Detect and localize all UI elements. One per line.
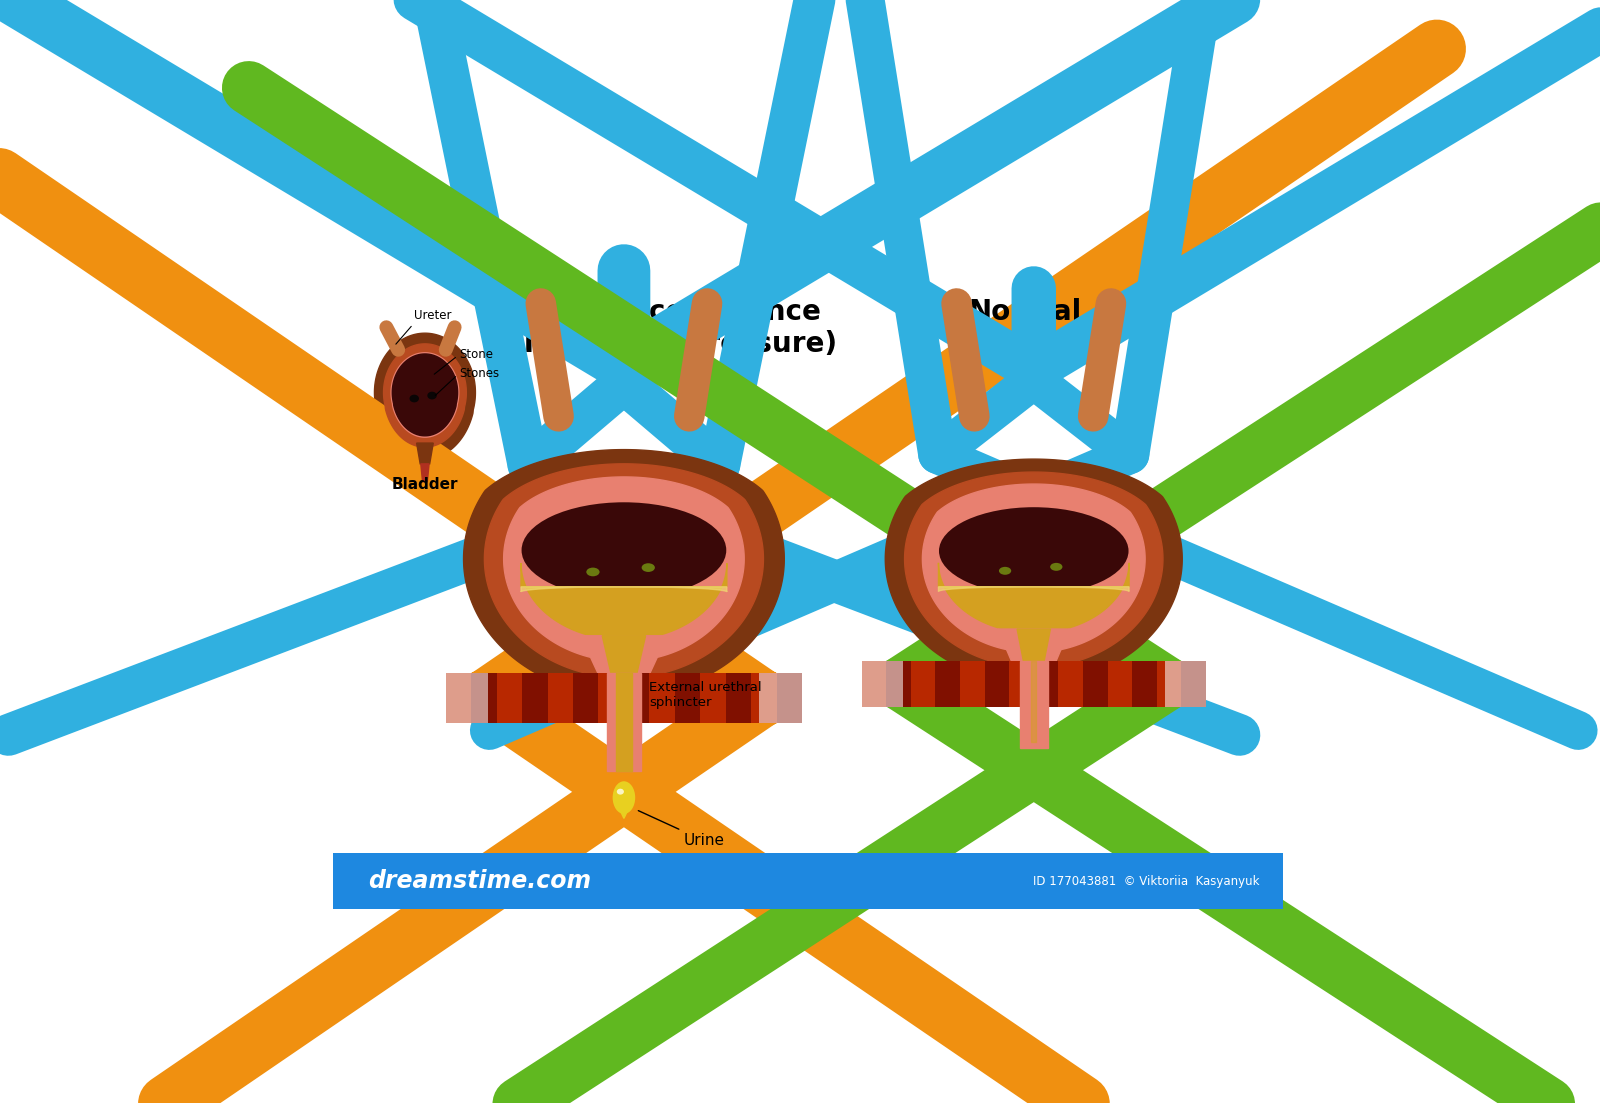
Polygon shape	[922, 484, 1146, 653]
Bar	[446, 673, 470, 724]
Ellipse shape	[586, 568, 600, 576]
Bar	[1157, 661, 1181, 707]
Bar	[1034, 661, 1058, 707]
Bar	[1181, 661, 1206, 707]
Bar	[861, 661, 902, 707]
Polygon shape	[416, 443, 434, 464]
Polygon shape	[616, 673, 632, 771]
Text: Ureter: Ureter	[414, 310, 451, 322]
Polygon shape	[522, 587, 726, 592]
Polygon shape	[392, 354, 458, 436]
Ellipse shape	[613, 781, 635, 814]
Bar	[1107, 661, 1133, 707]
Bar	[936, 661, 960, 707]
Bar	[701, 673, 726, 724]
Ellipse shape	[616, 789, 624, 794]
Polygon shape	[602, 635, 646, 689]
Polygon shape	[1019, 661, 1048, 749]
Polygon shape	[904, 472, 1163, 667]
Text: Bladder: Bladder	[392, 478, 458, 492]
Bar	[984, 661, 1010, 707]
Text: Stress incontinence
(Increased pressure): Stress incontinence (Increased pressure)	[510, 298, 837, 358]
Bar	[496, 673, 522, 724]
Ellipse shape	[939, 507, 1128, 595]
Polygon shape	[1018, 629, 1051, 676]
Bar	[573, 673, 598, 724]
Polygon shape	[619, 808, 629, 818]
Bar	[776, 673, 802, 724]
Polygon shape	[522, 564, 726, 640]
Bar	[1083, 661, 1107, 707]
Text: Normal: Normal	[968, 298, 1082, 325]
Bar	[1058, 661, 1083, 707]
Polygon shape	[384, 344, 466, 447]
Polygon shape	[374, 333, 475, 459]
Bar	[446, 673, 488, 724]
Ellipse shape	[522, 502, 726, 598]
Polygon shape	[485, 463, 763, 677]
Polygon shape	[464, 450, 784, 696]
Polygon shape	[390, 353, 459, 437]
Ellipse shape	[1050, 563, 1062, 571]
Ellipse shape	[427, 392, 437, 399]
Polygon shape	[885, 459, 1182, 684]
Bar	[1133, 661, 1157, 707]
Bar	[886, 661, 910, 707]
Text: dreamstime.com: dreamstime.com	[368, 869, 592, 893]
Bar	[960, 661, 984, 707]
Ellipse shape	[642, 564, 654, 572]
Bar	[1165, 661, 1206, 707]
Bar	[547, 673, 573, 724]
Polygon shape	[939, 587, 1130, 591]
Polygon shape	[939, 563, 1130, 633]
Polygon shape	[581, 635, 667, 689]
Text: External urethral
sphincter: External urethral sphincter	[650, 682, 762, 709]
Bar	[750, 673, 776, 724]
Polygon shape	[421, 464, 429, 482]
Polygon shape	[998, 629, 1070, 676]
Bar	[726, 673, 750, 724]
Bar	[470, 673, 496, 724]
Polygon shape	[1032, 661, 1037, 742]
Polygon shape	[608, 673, 640, 771]
Bar	[598, 673, 624, 724]
Bar	[1010, 661, 1034, 707]
Bar	[333, 853, 1283, 909]
Ellipse shape	[998, 567, 1011, 575]
Text: ID 177043881  © Viktoriia  Kasyanyuk: ID 177043881 © Viktoriia Kasyanyuk	[1034, 875, 1259, 888]
Bar	[624, 673, 650, 724]
Bar	[760, 673, 802, 724]
Text: Urine: Urine	[638, 811, 725, 848]
Bar	[910, 661, 936, 707]
Ellipse shape	[410, 395, 419, 403]
Bar	[522, 673, 547, 724]
Bar	[675, 673, 701, 724]
Bar	[861, 661, 886, 707]
Text: Stones: Stones	[459, 367, 499, 381]
Polygon shape	[504, 476, 744, 662]
Bar	[650, 673, 675, 724]
Text: Stone: Stone	[459, 349, 493, 361]
